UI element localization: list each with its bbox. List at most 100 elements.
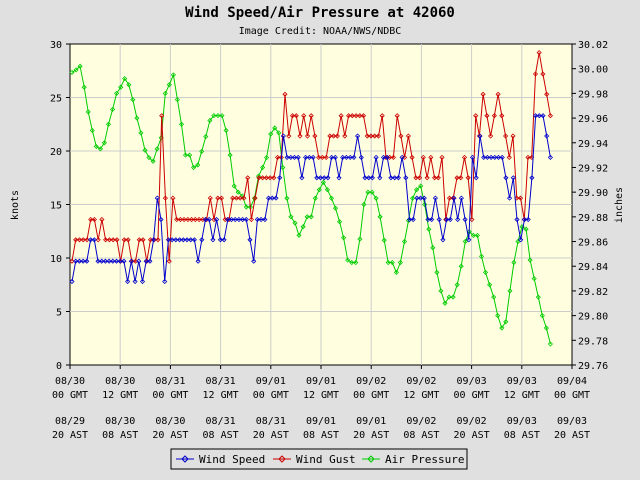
- data-point-air-pressure: [470, 232, 476, 238]
- data-point-air-pressure: [385, 259, 391, 266]
- data-point-wind-gust: [364, 133, 370, 139]
- data-point-air-pressure: [430, 245, 436, 251]
- data-point-wind-gust: [192, 216, 198, 223]
- data-point-air-pressure: [77, 63, 83, 69]
- data-point-wind-speed: [210, 237, 216, 243]
- data-point-wind-gust: [517, 195, 524, 201]
- data-point-air-pressure: [154, 146, 160, 152]
- data-point-wind-speed: [180, 237, 186, 243]
- data-point-air-pressure: [401, 238, 408, 245]
- data-point-air-pressure: [547, 341, 553, 347]
- data-point-wind-speed: [284, 154, 290, 160]
- data-point-wind-speed: [395, 175, 401, 181]
- data-point-wind-gust: [140, 237, 146, 243]
- data-point-wind-speed: [266, 195, 272, 201]
- data-point-wind-gust: [136, 237, 142, 243]
- data-point-wind-speed: [125, 278, 131, 285]
- data-point-wind-speed: [121, 258, 127, 264]
- data-point-air-pressure: [458, 263, 464, 269]
- data-point-wind-speed: [429, 216, 435, 223]
- data-point-wind-gust: [289, 113, 296, 119]
- data-point-air-pressure: [442, 300, 448, 306]
- data-point-wind-gust: [166, 258, 172, 264]
- data-point-wind-gust: [484, 113, 490, 119]
- data-point-wind-gust: [99, 216, 105, 223]
- data-point-air-pressure: [166, 82, 172, 88]
- data-point-air-pressure: [260, 164, 266, 171]
- data-point-wind-speed: [202, 216, 209, 223]
- data-point-air-pressure: [130, 97, 136, 103]
- data-point-wind-speed: [95, 258, 101, 264]
- data-point-wind-gust: [84, 237, 90, 243]
- data-point-wind-gust: [132, 258, 139, 264]
- x-tick-label-ast-date: 09/01: [306, 416, 336, 427]
- data-point-wind-speed: [188, 237, 194, 243]
- series-wind-speed: [69, 113, 553, 285]
- data-point-air-pressure: [146, 155, 152, 161]
- data-point-wind-gust: [439, 154, 445, 160]
- data-point-air-pressure: [312, 195, 318, 201]
- x-tick-label-ast-date: 08/31: [206, 416, 236, 427]
- data-point-air-pressure: [122, 76, 128, 82]
- data-point-wind-gust: [252, 195, 258, 201]
- data-point-air-pressure: [300, 224, 306, 230]
- data-point-air-pressure: [272, 125, 278, 131]
- data-point-wind-speed: [425, 216, 431, 223]
- data-point-air-pressure: [365, 189, 371, 195]
- data-point-wind-gust: [446, 195, 453, 201]
- data-point-wind-speed: [503, 175, 509, 181]
- right-tick-label: 29.80: [578, 312, 608, 323]
- data-point-air-pressure: [110, 106, 116, 112]
- data-point-air-pressure: [243, 204, 249, 210]
- data-point-air-pressure: [150, 158, 156, 164]
- data-point-wind-gust: [353, 113, 359, 119]
- data-point-wind-gust: [121, 237, 127, 243]
- data-point-wind-speed: [165, 237, 171, 243]
- data-point-wind-gust: [286, 133, 292, 139]
- data-point-wind-gust: [237, 195, 243, 201]
- legend-air-pressure-marker: [367, 455, 375, 463]
- data-point-air-pressure: [195, 162, 201, 168]
- data-point-wind-gust: [91, 216, 97, 223]
- legend-item-air-pressure: Air Pressure: [362, 453, 464, 466]
- left-tick-label: 30: [50, 40, 62, 51]
- data-point-wind-speed: [310, 154, 316, 160]
- data-point-wind-speed: [447, 216, 453, 223]
- data-point-wind-gust: [432, 175, 438, 181]
- data-point-wind-gust: [342, 133, 348, 139]
- data-point-air-pressure: [503, 319, 509, 325]
- data-point-air-pressure: [114, 90, 120, 96]
- data-point-air-pressure: [487, 282, 493, 288]
- data-point-air-pressure: [377, 214, 383, 220]
- data-point-wind-speed: [91, 237, 97, 243]
- left-tick-label: 10: [50, 254, 62, 265]
- x-tick-label-ast-date: 09/03: [507, 416, 537, 427]
- right-tick-label: 29.92: [578, 163, 608, 174]
- x-tick-label-gmt-hour: 12 GMT: [303, 390, 339, 401]
- data-point-air-pressure: [191, 164, 197, 171]
- data-point-wind-gust: [248, 216, 254, 223]
- data-point-air-pressure: [389, 259, 395, 266]
- x-tick-label-gmt-date: 08/31: [206, 376, 236, 387]
- data-point-air-pressure: [207, 117, 213, 124]
- data-point-wind-speed: [399, 154, 405, 160]
- data-point-wind-gust: [207, 195, 213, 201]
- data-point-air-pressure: [332, 205, 339, 211]
- data-point-wind-gust: [454, 175, 460, 181]
- data-point-wind-speed: [436, 216, 442, 223]
- x-tick-label-ast-hour: 20 AST: [353, 430, 389, 441]
- x-tick-label-ast-date: 09/02: [406, 416, 436, 427]
- data-point-wind-speed: [147, 258, 153, 264]
- data-point-air-pressure: [527, 257, 533, 263]
- data-point-air-pressure: [73, 67, 79, 73]
- data-point-wind-gust: [189, 216, 195, 223]
- data-point-air-pressure: [397, 259, 403, 266]
- data-point-wind-speed: [221, 237, 227, 243]
- data-point-wind-gust: [69, 258, 75, 264]
- right-tick-label: 29.94: [578, 139, 608, 150]
- data-point-wind-gust: [368, 133, 374, 139]
- data-point-wind-gust: [372, 133, 378, 139]
- data-point-wind-speed: [243, 216, 249, 223]
- data-point-wind-gust: [304, 133, 311, 139]
- data-point-wind-gust: [480, 91, 486, 97]
